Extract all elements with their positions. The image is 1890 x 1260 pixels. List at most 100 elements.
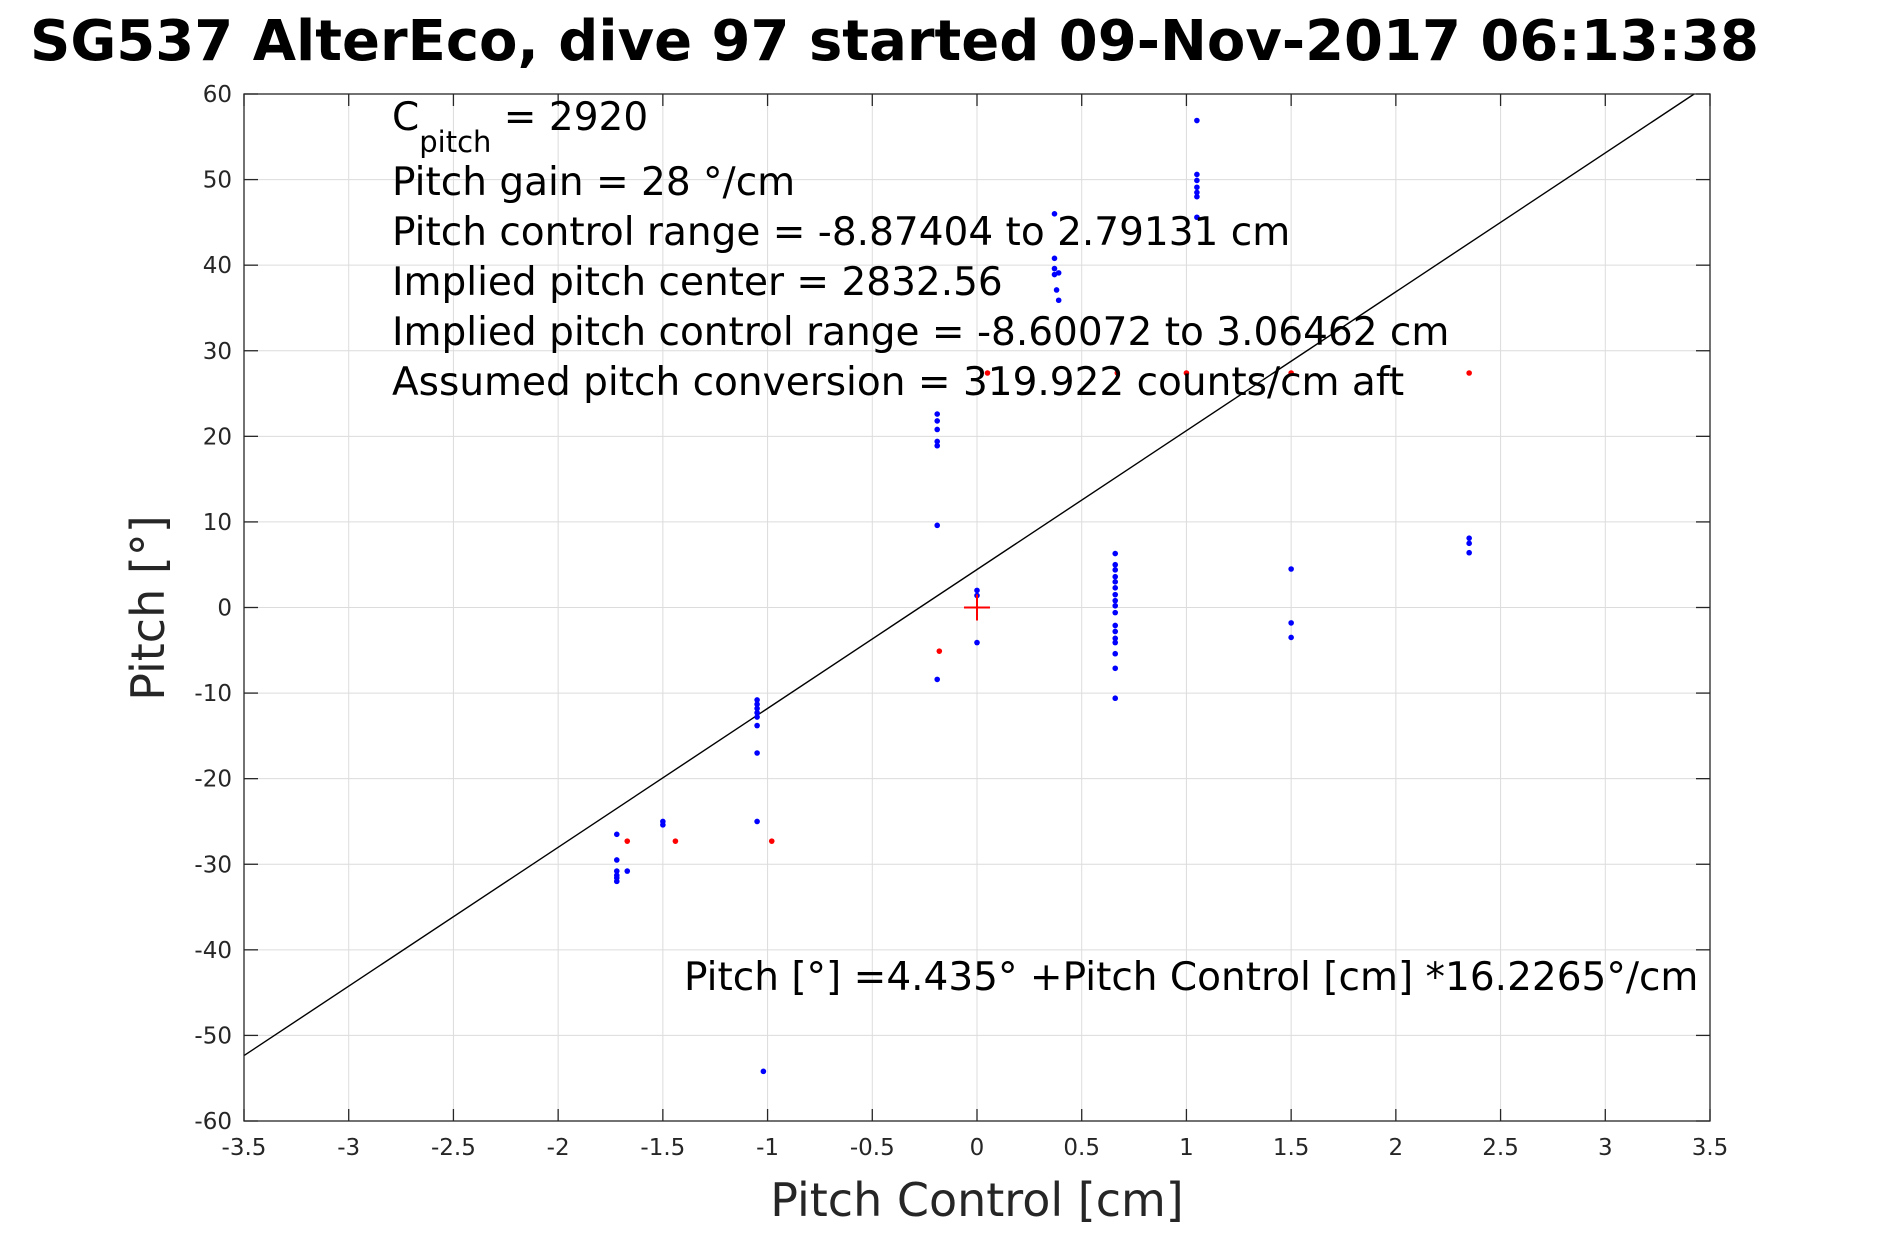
x-tick-label: -1	[756, 1135, 779, 1161]
y-tick-label: -30	[194, 852, 232, 878]
x-tick-label: -1.5	[640, 1135, 685, 1161]
data-point	[1194, 171, 1200, 178]
data-point	[613, 831, 620, 838]
data-point	[1051, 211, 1058, 217]
data-point	[613, 857, 620, 863]
data-point	[1112, 635, 1119, 642]
data-point	[1112, 639, 1119, 646]
data-point	[1194, 117, 1200, 124]
data-point	[1112, 695, 1119, 702]
fit-line-layer	[243, 93, 1695, 1057]
x-tick-label: 2.5	[1482, 1135, 1519, 1161]
data-point	[624, 868, 631, 874]
data-point	[934, 438, 941, 445]
data-point	[934, 411, 941, 417]
data-point	[1112, 573, 1119, 580]
annotation-pitch-gain: Pitch gain = 28 °/cm	[392, 160, 795, 205]
c-pitch-subscript: pitch	[419, 125, 491, 159]
data-point	[754, 722, 760, 729]
x-tick-label: 0.5	[1063, 1135, 1100, 1161]
data-point	[1112, 561, 1119, 568]
y-tick-label: 20	[203, 424, 232, 450]
data-point	[754, 714, 760, 720]
center-marker	[964, 594, 990, 621]
data-point	[1114, 370, 1121, 376]
y-tick-label: 60	[203, 82, 232, 108]
x-tick-label: 2	[1389, 1135, 1404, 1161]
series-0	[613, 117, 1472, 1075]
data-point	[768, 838, 775, 844]
data-point	[1194, 177, 1200, 184]
y-tick-label: -20	[194, 767, 232, 793]
y-tick-label: 10	[203, 510, 232, 536]
data-point	[672, 838, 679, 844]
data-point	[613, 868, 620, 874]
data-point	[1051, 271, 1058, 278]
data-point	[1051, 265, 1058, 272]
data-point	[1112, 597, 1119, 604]
data-point	[1112, 602, 1119, 609]
data-point	[754, 709, 760, 716]
x-tick-label: 1	[1179, 1135, 1194, 1161]
data-point	[1055, 270, 1062, 276]
annotation-c-pitch: Cpitch = 2920	[392, 95, 648, 159]
data-point	[754, 701, 760, 708]
data-point	[1466, 370, 1472, 376]
data-point	[934, 418, 941, 424]
data-point	[1112, 665, 1119, 672]
data-point	[1055, 297, 1062, 304]
annotation-pitch-control-range: Pitch control range = -8.87404 to 2.7913…	[392, 210, 1290, 255]
y-tick-label: 50	[203, 168, 232, 194]
y-tick-label: -10	[194, 681, 232, 707]
y-tick-label: -40	[194, 938, 232, 964]
data-point	[1288, 370, 1294, 376]
data-point	[1466, 549, 1472, 556]
data-point	[1466, 540, 1472, 547]
annotation-pitch-conversion: Assumed pitch conversion = 319.922 count…	[392, 360, 1404, 405]
data-point	[754, 705, 760, 712]
data-point	[660, 822, 666, 828]
data-point	[1194, 189, 1200, 196]
x-tick-label: 3	[1598, 1135, 1613, 1161]
x-tick-label: 3.5	[1692, 1135, 1729, 1161]
data-point	[1288, 620, 1294, 626]
x-tick-labels: -3.5 -3 -2.5 -2 -1.5 -1 -0.5 0 0.5 1 1.5 2 2.5 3 3.5	[222, 1135, 1729, 1161]
y-tick-label: 30	[203, 339, 232, 365]
data-point	[624, 838, 631, 844]
data-point	[934, 426, 941, 433]
axes-box	[243, 93, 1711, 1122]
data-point	[1288, 634, 1294, 641]
data-point	[974, 639, 980, 646]
chart-title: SG537 AlterEco, dive 97 started 09-Nov-2…	[30, 9, 1759, 74]
data-point	[1183, 370, 1190, 376]
data-point	[1053, 287, 1060, 293]
data-point	[1194, 184, 1200, 191]
scatter-points	[613, 117, 1472, 1075]
data-point	[754, 750, 760, 756]
x-tick-label: -3	[337, 1135, 360, 1161]
data-point	[1112, 591, 1119, 598]
data-point	[974, 587, 980, 594]
c-pitch-symbol: C	[392, 95, 419, 140]
y-tick-label: 40	[203, 253, 232, 279]
data-point	[984, 370, 991, 376]
data-point	[1112, 585, 1119, 591]
x-tick-label: 1.5	[1273, 1135, 1310, 1161]
data-point	[760, 1068, 767, 1075]
data-point	[754, 697, 760, 703]
data-point	[613, 878, 620, 885]
data-point	[934, 676, 941, 683]
y-tick-labels: -60 -50 -40 -30 -20 -10 0 10 20 30 40 50 60	[194, 82, 232, 1135]
data-point	[1194, 214, 1200, 221]
data-point	[1112, 579, 1119, 585]
data-point	[1051, 255, 1058, 262]
series-1	[624, 370, 1472, 844]
annotation-implied-control-range: Implied pitch control range = -8.60072 t…	[392, 310, 1449, 355]
fit-line	[243, 93, 1695, 1057]
y-tick-label: -60	[194, 1109, 232, 1135]
data-point	[1112, 550, 1119, 557]
data-point	[754, 818, 760, 825]
annotation-fit-equation: Pitch [°] =4.435° +Pitch Control [cm] *1…	[684, 955, 1698, 1000]
data-point	[934, 522, 941, 529]
